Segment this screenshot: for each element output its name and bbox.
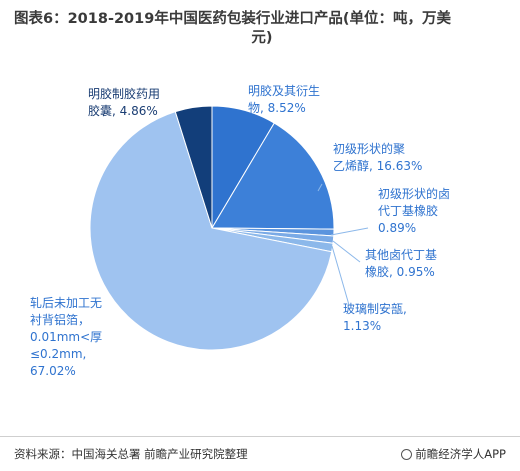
- slice-label: 初级形状的聚乙烯醇, 16.63%: [333, 141, 422, 173]
- slice-label: 明胶及其衍生物, 8.52%: [248, 83, 320, 115]
- footer: 资料来源：中国海关总署 前瞻产业研究院整理 前瞻经济学人APP: [0, 436, 520, 471]
- chart-title: 图表6：2018-2019年中国医药包装行业进口产品(单位：吨，万美 元): [14, 10, 510, 48]
- slice-label: 轧后未加工无衬背铝箔， 0.01mm<厚≤0.2mm, 67.02%: [30, 296, 102, 378]
- brand-logo-icon: [401, 449, 413, 460]
- pie-slices: [89, 105, 335, 351]
- source-note: 资料来源：中国海关总署 前瞻产业研究院整理: [14, 447, 248, 461]
- pie-slice: [211, 122, 335, 230]
- pie-slice: [174, 105, 213, 229]
- slice-label: 其他卤代丁基橡胶, 0.95%: [365, 248, 437, 279]
- leader-line: [317, 183, 323, 192]
- title-line-2: 元): [251, 30, 273, 46]
- slice-labels: 明胶及其衍生物, 8.52% 初级形状的聚乙烯醇, 16.63% 初级形状的卤代丁基…: [30, 83, 450, 378]
- title-line-1: 图表6：2018-2019年中国医药包装行业进口产品(单位：吨，万美: [14, 11, 451, 27]
- leader-line: [332, 240, 361, 263]
- leader-line: [331, 245, 350, 306]
- leader-line: [330, 227, 369, 236]
- leader-lines: [317, 183, 369, 306]
- slice-label: 玻璃制安瓿, 1.13%: [343, 301, 407, 333]
- slice-label: 初级形状的卤代丁基橡胶 0.89%: [378, 186, 450, 235]
- brand: 前瞻经济学人APP: [401, 446, 506, 462]
- pie-slice: [89, 111, 333, 351]
- brand-name: 前瞻经济学人APP: [415, 447, 506, 461]
- slice-label: 明胶制胶药用胶囊, 4.86%: [88, 86, 160, 118]
- pie-chart: 明胶及其衍生物, 8.52% 初级形状的聚乙烯醇, 16.63% 初级形状的卤代丁基…: [30, 83, 450, 378]
